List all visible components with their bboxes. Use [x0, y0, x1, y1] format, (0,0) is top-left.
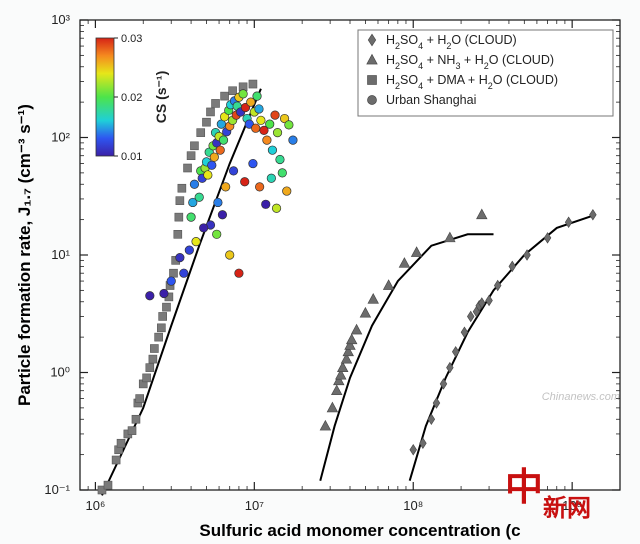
y-tick-label: 10²	[51, 130, 70, 145]
x-tick-label: 10⁷	[245, 498, 264, 513]
colorbar-tick-label: 0.01	[121, 151, 142, 163]
y-tick-label: 10⁻¹	[44, 482, 70, 497]
colorbar-title: CS (s⁻¹)	[153, 71, 169, 124]
y-tick-label: 10¹	[51, 247, 70, 262]
y-tick-label: 10⁰	[50, 365, 70, 380]
x-axis-label: Sulfuric acid monomer concentration (c	[199, 521, 520, 540]
watermark: Chinanews.com	[542, 391, 620, 403]
chart-container: 10⁶10⁷10⁸10⁹10⁻¹10⁰10¹10²10³Sulfuric aci…	[0, 0, 640, 544]
x-tick-label: 10⁶	[85, 498, 105, 513]
legend-label: Urban Shanghai	[386, 93, 476, 107]
brand-logo-cn: 新网	[543, 494, 591, 522]
colorbar-tick-label: 0.02	[121, 92, 142, 104]
brand-logo-cn: 中	[505, 467, 543, 509]
colorbar	[96, 38, 114, 156]
scatter-chart: 10⁶10⁷10⁸10⁹10⁻¹10⁰10¹10²10³Sulfuric aci…	[0, 0, 640, 544]
y-axis-label: Particle formation rate, J₁.₇ (cm⁻³ s⁻¹)	[15, 104, 34, 406]
x-tick-label: 10⁸	[403, 498, 423, 513]
y-tick-label: 10³	[51, 12, 70, 27]
colorbar-tick-label: 0.03	[121, 33, 142, 45]
